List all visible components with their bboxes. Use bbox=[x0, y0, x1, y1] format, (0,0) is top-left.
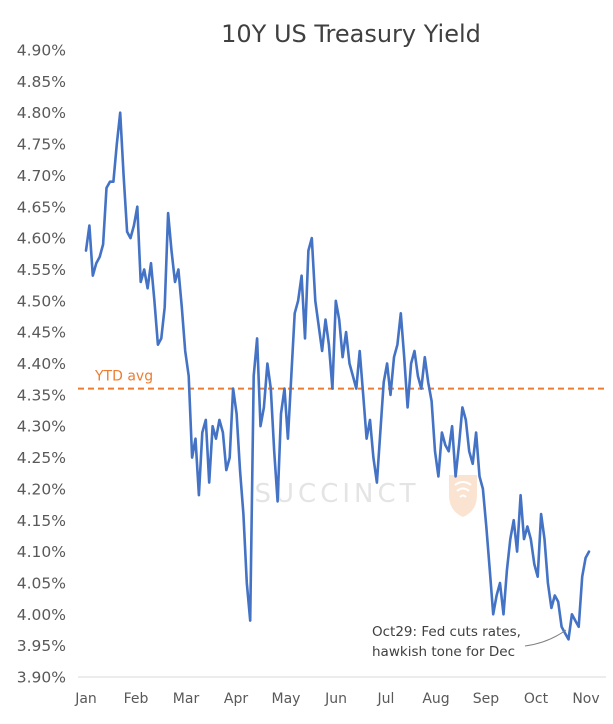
y-tick-label: 4.05% bbox=[17, 574, 66, 592]
y-tick-label: 4.35% bbox=[17, 386, 66, 404]
y-tick-label: 4.70% bbox=[17, 167, 66, 185]
chart-title: 10Y US Treasury Yield bbox=[221, 20, 481, 48]
y-tick-label: 4.00% bbox=[17, 606, 66, 624]
y-tick-label: 4.15% bbox=[17, 512, 66, 530]
ytd-avg-label: YTD avg bbox=[94, 369, 153, 385]
y-tick-label: 4.20% bbox=[17, 480, 66, 498]
x-tick-label: Apr bbox=[224, 691, 248, 707]
y-tick-label: 4.50% bbox=[17, 292, 66, 310]
annotation-connector bbox=[524, 629, 567, 647]
x-tick-label: Nov bbox=[572, 691, 599, 707]
y-tick-label: 4.45% bbox=[17, 324, 66, 342]
y-tick-label: 4.75% bbox=[17, 136, 66, 154]
fed-cut-annotation: Oct29: Fed cuts rates, hawkish tone for … bbox=[372, 624, 567, 660]
y-tick-label: 4.40% bbox=[17, 355, 66, 373]
y-tick-label: 4.55% bbox=[17, 261, 66, 279]
y-tick-label: 4.30% bbox=[17, 418, 66, 436]
x-tick-label: Jun bbox=[324, 691, 347, 707]
x-tick-label: Oct bbox=[524, 691, 549, 707]
y-tick-label: 4.80% bbox=[17, 104, 66, 122]
watermark-text: SUCCINCT bbox=[255, 479, 420, 509]
x-axis-tick-labels: Jan Feb Mar Apr May Jun Jul Aug Sep Oct Nov bbox=[74, 691, 599, 707]
annotation-line-2: hawkish tone for Dec bbox=[372, 644, 515, 660]
y-tick-label: 4.85% bbox=[17, 73, 66, 91]
watermark: SUCCINCT bbox=[255, 475, 477, 517]
x-tick-label: Sep bbox=[473, 691, 500, 707]
y-tick-label: 4.90% bbox=[17, 42, 66, 60]
x-tick-label: Aug bbox=[422, 691, 449, 707]
y-tick-label: 4.25% bbox=[17, 449, 66, 467]
y-tick-label: 4.60% bbox=[17, 230, 66, 248]
annotation-line-1: Oct29: Fed cuts rates, bbox=[372, 624, 521, 640]
x-tick-label: May bbox=[272, 691, 301, 707]
x-tick-label: Feb bbox=[124, 691, 149, 707]
y-tick-label: 3.90% bbox=[17, 669, 66, 687]
y-tick-label: 4.65% bbox=[17, 198, 66, 216]
x-tick-label: Jul bbox=[377, 691, 395, 707]
watermark-logo-icon bbox=[449, 475, 477, 517]
y-tick-label: 4.10% bbox=[17, 543, 66, 561]
yield-series-line bbox=[84, 111, 591, 641]
x-tick-label: Mar bbox=[173, 691, 200, 707]
reference-line-group: YTD avg bbox=[78, 369, 606, 390]
y-axis-tick-labels: 3.90% 3.95% 4.00% 4.05% 4.10% 4.15% 4.20% 4.25%… bbox=[17, 42, 66, 687]
y-tick-label: 3.95% bbox=[17, 637, 66, 655]
x-tick-label: Jan bbox=[74, 691, 97, 707]
